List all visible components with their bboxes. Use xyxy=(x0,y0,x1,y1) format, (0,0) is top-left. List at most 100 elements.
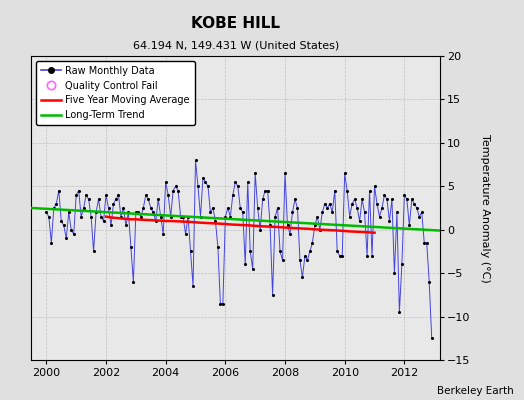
Point xyxy=(385,218,394,224)
Point xyxy=(169,188,177,194)
Point xyxy=(343,188,352,194)
Point xyxy=(274,205,282,211)
Point xyxy=(189,283,197,289)
Point xyxy=(355,218,364,224)
Point xyxy=(147,205,155,211)
Point xyxy=(313,214,322,220)
Point xyxy=(383,196,391,202)
Point xyxy=(351,196,359,202)
Point xyxy=(321,200,329,207)
Point xyxy=(184,214,192,220)
Point xyxy=(117,214,125,220)
Point xyxy=(67,226,75,233)
Point xyxy=(164,192,172,198)
Point xyxy=(311,222,319,228)
Point xyxy=(47,240,56,246)
Point xyxy=(288,209,297,216)
Point xyxy=(281,170,289,176)
Point xyxy=(251,170,259,176)
Point xyxy=(305,248,314,255)
Point xyxy=(45,214,53,220)
Point xyxy=(380,192,389,198)
Point xyxy=(365,188,374,194)
Point xyxy=(77,214,85,220)
Point xyxy=(226,214,235,220)
Point xyxy=(231,179,239,185)
Point xyxy=(129,279,138,285)
Text: KOBE HILL: KOBE HILL xyxy=(191,16,280,31)
Point xyxy=(318,209,326,216)
Point xyxy=(104,205,113,211)
Point xyxy=(398,261,406,268)
Point xyxy=(254,205,262,211)
Point xyxy=(234,183,242,190)
Point xyxy=(157,214,165,220)
Point xyxy=(187,248,195,255)
Point xyxy=(161,179,170,185)
Point xyxy=(216,300,225,307)
Point xyxy=(70,231,78,237)
Point xyxy=(127,244,135,250)
Point xyxy=(345,214,354,220)
Point xyxy=(246,248,254,255)
Point xyxy=(335,252,344,259)
Point xyxy=(266,222,274,228)
Point xyxy=(74,188,83,194)
Point xyxy=(428,335,436,342)
Point xyxy=(209,205,217,211)
Point xyxy=(331,188,339,194)
Point xyxy=(199,174,207,181)
Point xyxy=(179,214,187,220)
Point xyxy=(174,188,182,194)
Point xyxy=(211,218,220,224)
Point xyxy=(228,192,237,198)
Point xyxy=(196,214,205,220)
Point xyxy=(139,205,148,211)
Point xyxy=(124,209,133,216)
Point xyxy=(236,205,245,211)
Point xyxy=(137,214,145,220)
Point xyxy=(206,209,215,216)
Point xyxy=(154,196,162,202)
Point xyxy=(390,270,399,276)
Point xyxy=(420,240,429,246)
Point xyxy=(388,196,396,202)
Point xyxy=(261,188,269,194)
Point xyxy=(201,179,210,185)
Point xyxy=(301,252,309,259)
Point xyxy=(214,244,222,250)
Point xyxy=(151,218,160,224)
Point xyxy=(373,200,381,207)
Point xyxy=(418,209,426,216)
Point xyxy=(112,196,120,202)
Point xyxy=(358,196,366,202)
Point xyxy=(167,214,175,220)
Point xyxy=(90,248,98,255)
Point xyxy=(204,183,212,190)
Point xyxy=(82,192,90,198)
Point xyxy=(80,205,88,211)
Point xyxy=(286,231,294,237)
Point xyxy=(244,179,252,185)
Point xyxy=(370,183,379,190)
Point xyxy=(378,205,386,211)
Legend: Raw Monthly Data, Quality Control Fail, Five Year Moving Average, Long-Term Tren: Raw Monthly Data, Quality Control Fail, … xyxy=(36,61,195,125)
Point xyxy=(241,261,249,268)
Point xyxy=(54,188,63,194)
Point xyxy=(191,157,200,164)
Point xyxy=(159,231,167,237)
Point xyxy=(338,252,346,259)
Point xyxy=(271,214,279,220)
Point xyxy=(97,214,105,220)
Point xyxy=(392,209,401,216)
Point xyxy=(368,252,376,259)
Point xyxy=(141,192,150,198)
Point xyxy=(181,231,190,237)
Point xyxy=(107,222,115,228)
Point xyxy=(408,196,416,202)
Point xyxy=(102,192,110,198)
Point xyxy=(296,257,304,263)
Point xyxy=(64,209,73,216)
Point xyxy=(268,292,277,298)
Point xyxy=(177,214,185,220)
